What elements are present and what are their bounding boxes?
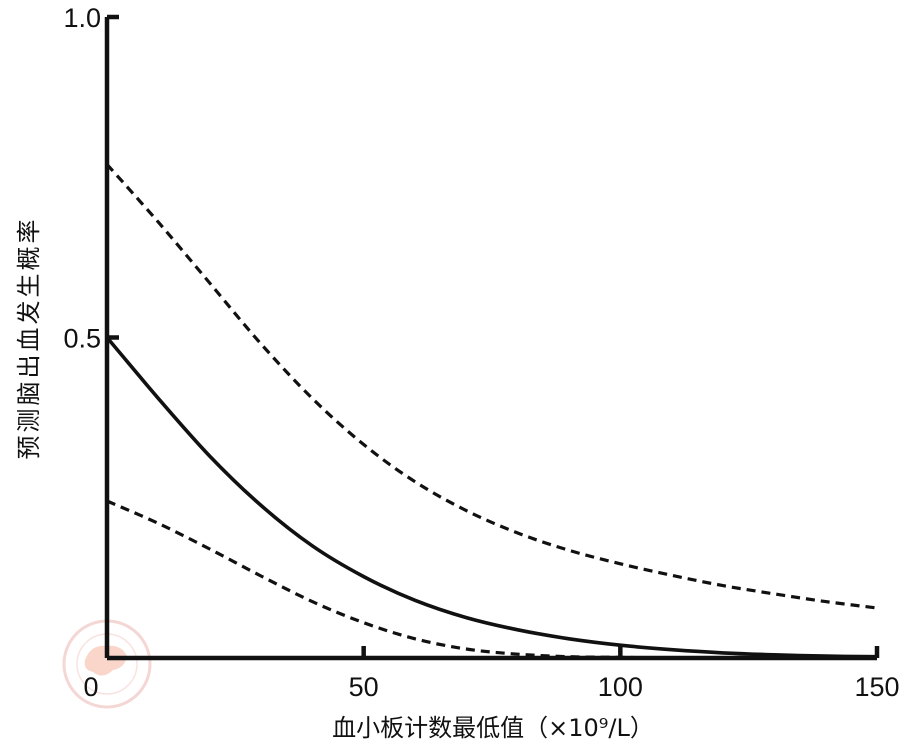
y-tick-label: 1.0 xyxy=(63,3,101,33)
x-tick-label: 150 xyxy=(854,672,899,702)
y-axis-title: 预测脑出血发生概率 xyxy=(15,217,43,460)
upper-ci-line xyxy=(105,163,878,610)
plot-area xyxy=(105,163,878,660)
y-tick-label: 0.5 xyxy=(63,324,101,354)
axes: 0 50 100 150 0.5 1.0 xyxy=(63,3,899,702)
x-tick-label: 100 xyxy=(598,672,643,702)
lower-ci-line xyxy=(106,499,877,660)
predicted-probability-line xyxy=(105,336,878,659)
x-tick-label: 0 xyxy=(83,672,98,702)
x-axis-title: 血小板计数最低值（×10⁹/L） xyxy=(332,714,654,742)
x-tick-label: 50 xyxy=(349,672,379,702)
